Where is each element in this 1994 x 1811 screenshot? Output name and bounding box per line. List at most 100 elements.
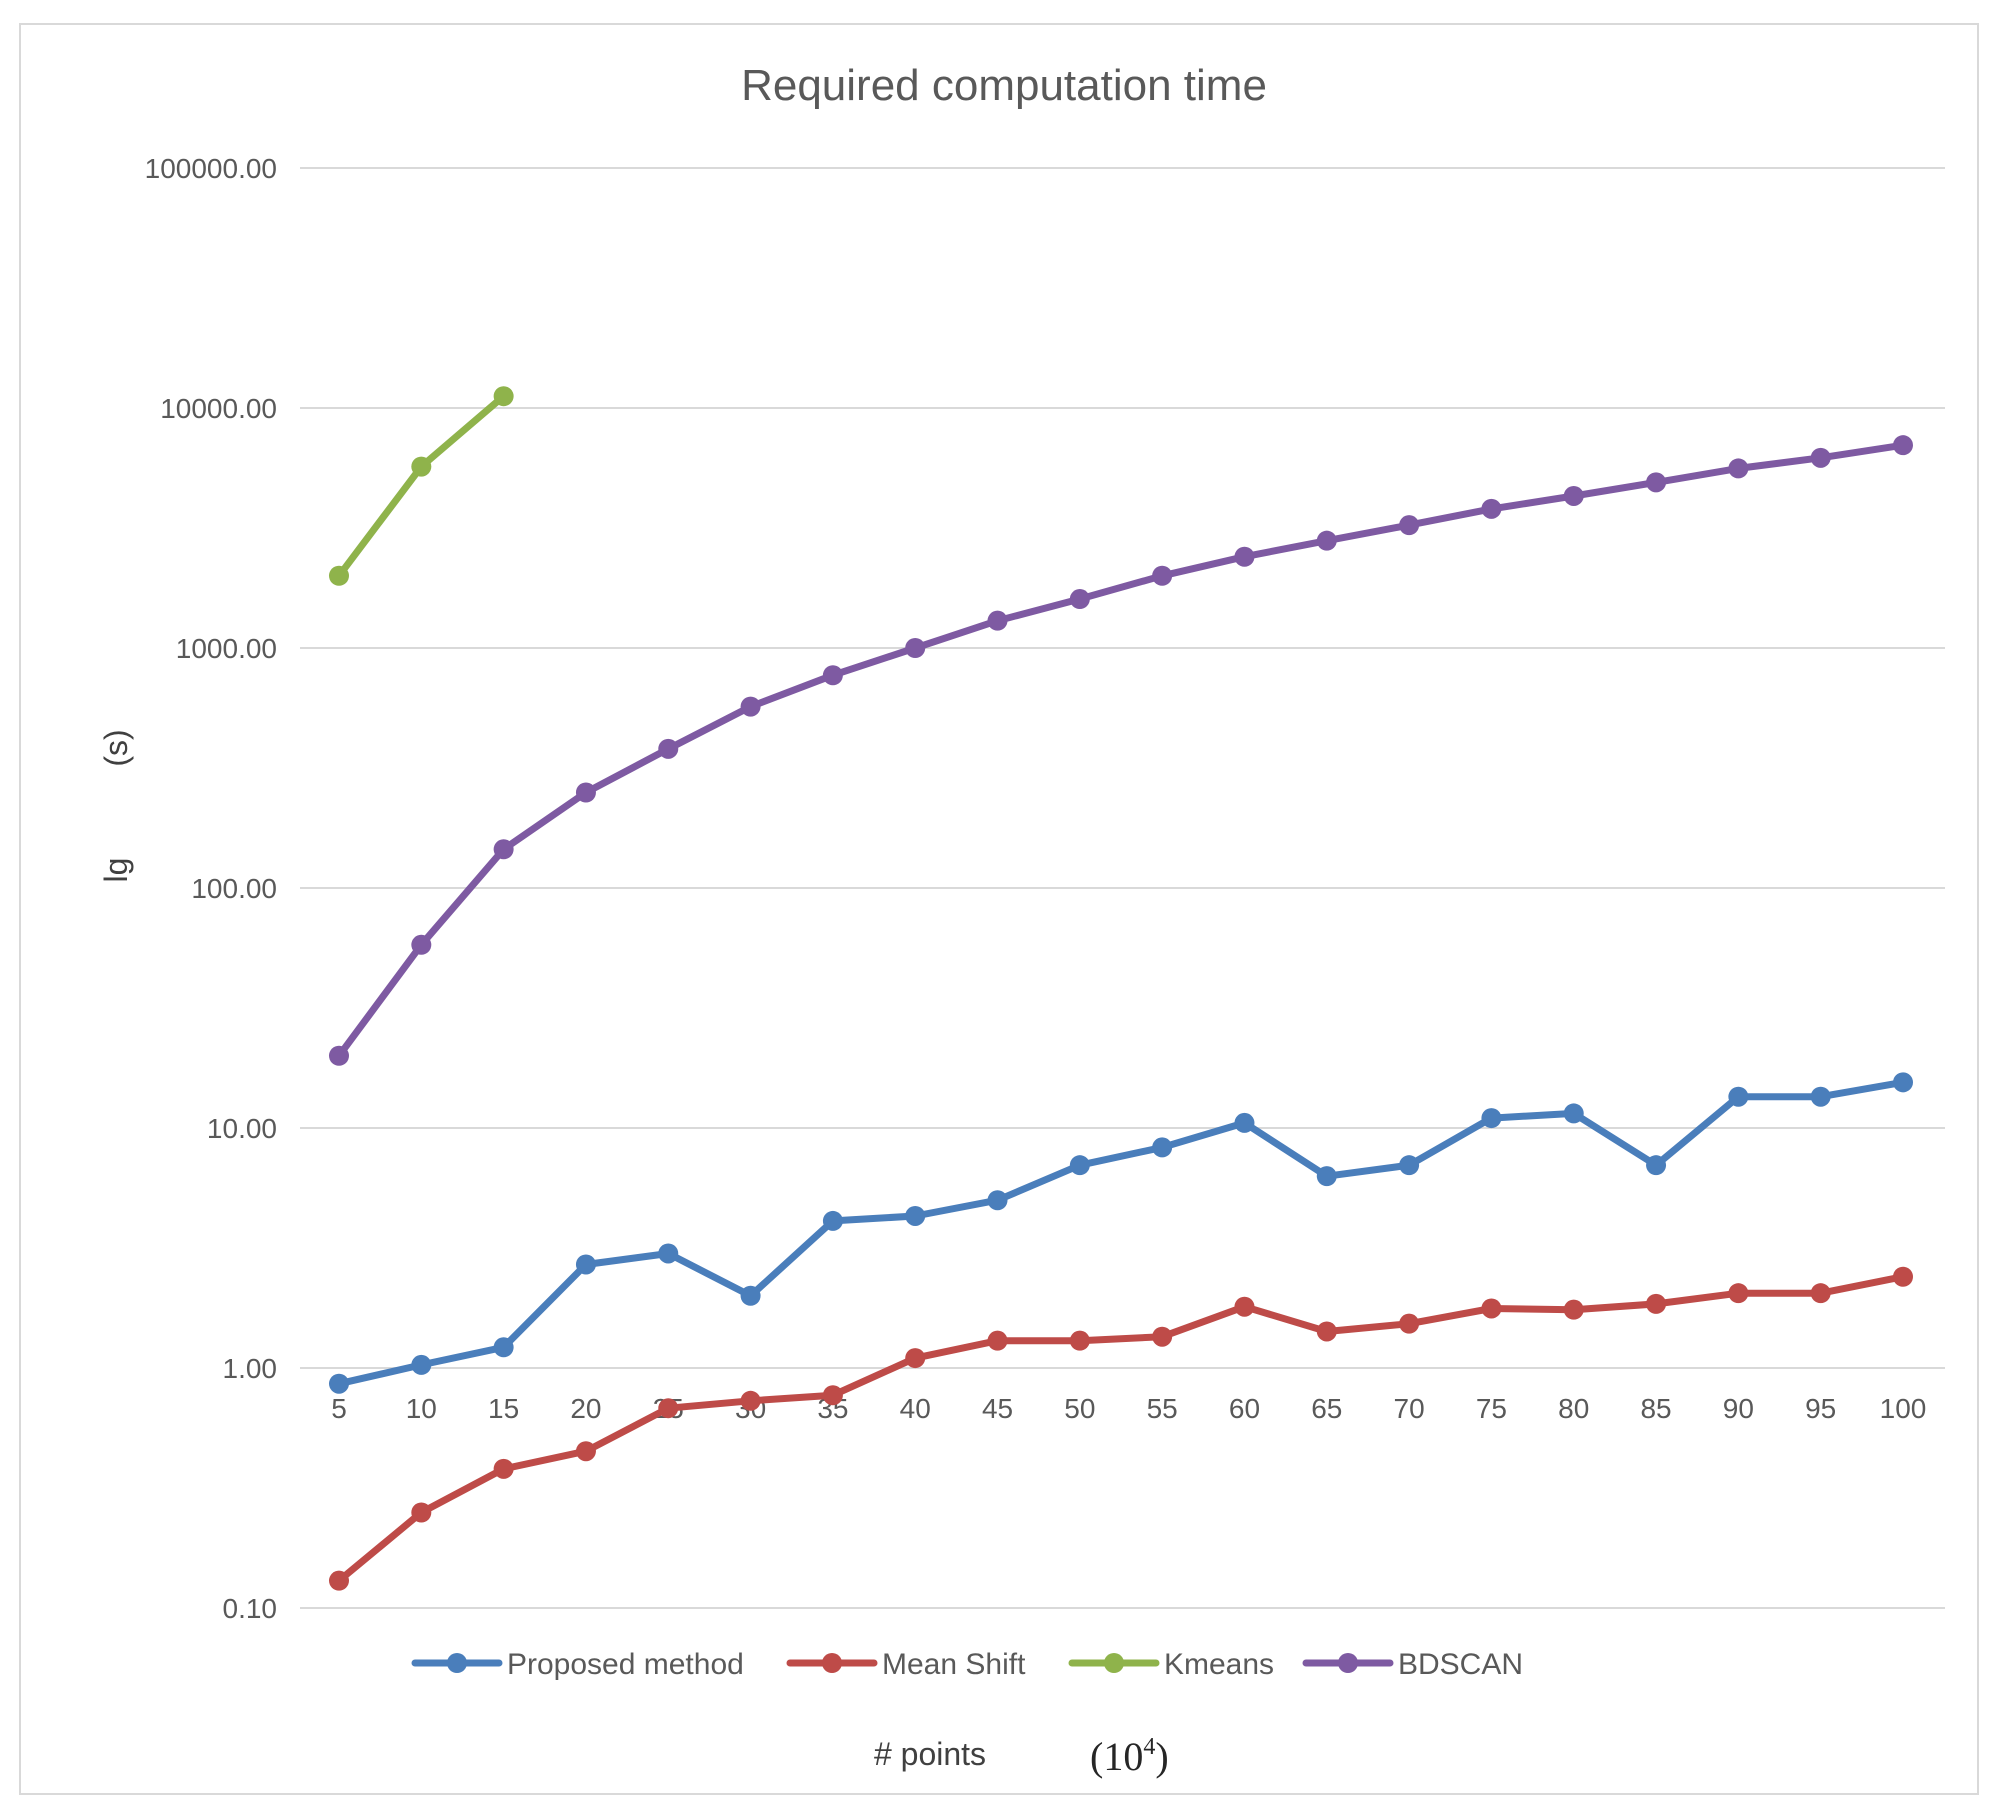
data-point bbox=[1728, 1086, 1749, 1107]
y-tick-label: 100.00 bbox=[191, 873, 277, 904]
data-point bbox=[1893, 1266, 1913, 1287]
data-point bbox=[575, 1441, 596, 1462]
data-point bbox=[493, 1337, 514, 1358]
legend-swatch-marker bbox=[447, 1653, 467, 1673]
data-point bbox=[1481, 1108, 1502, 1129]
data-point bbox=[329, 1045, 349, 1066]
data-point bbox=[1316, 1166, 1337, 1187]
data-point bbox=[329, 1373, 349, 1394]
y-axis-label-unit: (s) bbox=[98, 729, 134, 766]
data-point bbox=[1646, 472, 1667, 493]
data-point bbox=[658, 1398, 679, 1419]
data-point bbox=[1234, 1296, 1255, 1317]
series-proposed-method bbox=[329, 1072, 1913, 1394]
legend-label: Kmeans bbox=[1164, 1648, 1274, 1681]
data-point bbox=[987, 1190, 1008, 1211]
data-point bbox=[822, 665, 843, 686]
data-point bbox=[1316, 530, 1337, 551]
data-point bbox=[1481, 1298, 1502, 1319]
data-point bbox=[822, 1210, 843, 1231]
x-tick-label: 80 bbox=[1558, 1393, 1589, 1424]
data-point bbox=[411, 1502, 432, 1523]
series-kmeans bbox=[329, 386, 514, 586]
y-tick-label: 10.00 bbox=[207, 1113, 277, 1144]
data-point bbox=[905, 1205, 926, 1226]
data-point bbox=[905, 1348, 926, 1369]
data-point bbox=[493, 839, 514, 860]
data-point bbox=[1563, 1103, 1584, 1124]
data-point bbox=[905, 638, 926, 658]
series-line bbox=[335, 1078, 1907, 1388]
x-axis-unit-close: ) bbox=[1155, 1734, 1168, 1779]
x-tick-label: 100 bbox=[1880, 1393, 1927, 1424]
x-axis-unit-base: (10 bbox=[1090, 1734, 1143, 1779]
legend-item: Mean Shift bbox=[786, 1648, 1026, 1681]
series-mean-shift bbox=[329, 1266, 1913, 1591]
x-tick-label: 90 bbox=[1723, 1393, 1754, 1424]
data-point bbox=[987, 610, 1008, 631]
data-point bbox=[1810, 1283, 1831, 1304]
x-tick-label: 75 bbox=[1476, 1393, 1507, 1424]
y-tick-label: 1000.00 bbox=[176, 633, 277, 664]
x-tick-label: 50 bbox=[1064, 1393, 1095, 1424]
y-axis-label-prefix: lg bbox=[98, 858, 134, 883]
x-tick-label: 10 bbox=[406, 1393, 437, 1424]
data-point bbox=[411, 934, 432, 955]
data-point bbox=[1399, 515, 1420, 536]
data-point bbox=[1563, 485, 1584, 506]
gridlines bbox=[300, 167, 1945, 1609]
y-tick-labels: 0.10 1.00 10.00 100.00 1000.00 10000.00 100000… bbox=[145, 153, 277, 1624]
data-point bbox=[1069, 1330, 1090, 1351]
data-point bbox=[1728, 458, 1749, 479]
y-tick-label: 1.00 bbox=[223, 1353, 278, 1384]
data-point bbox=[1646, 1155, 1667, 1176]
legend-swatch-marker bbox=[822, 1653, 842, 1673]
chart-title: Required computation time bbox=[741, 61, 1267, 110]
x-tick-label: 20 bbox=[570, 1393, 601, 1424]
data-point bbox=[1152, 1326, 1173, 1347]
y-tick-label: 10000.00 bbox=[160, 393, 277, 424]
data-point bbox=[575, 1254, 596, 1275]
data-point bbox=[1893, 1072, 1913, 1093]
y-tick-label: 0.10 bbox=[223, 1593, 278, 1624]
data-point bbox=[1316, 1321, 1337, 1342]
legend: Proposed method Mean Shift Kmeans BDSCAN bbox=[411, 1648, 1523, 1681]
data-point bbox=[1234, 1112, 1255, 1133]
data-point bbox=[411, 1354, 432, 1375]
x-tick-label: 45 bbox=[982, 1393, 1013, 1424]
data-point bbox=[1234, 546, 1255, 567]
x-tick-label: 55 bbox=[1147, 1393, 1178, 1424]
data-point bbox=[658, 1243, 679, 1264]
data-series bbox=[329, 386, 1913, 1591]
data-point bbox=[822, 1385, 843, 1406]
x-tick-label: 70 bbox=[1394, 1393, 1425, 1424]
data-point bbox=[1728, 1283, 1749, 1304]
series-line bbox=[335, 441, 1907, 1060]
data-point bbox=[1563, 1299, 1584, 1320]
data-point bbox=[1152, 565, 1173, 586]
chart-frame bbox=[19, 23, 1979, 1795]
x-tick-label: 85 bbox=[1640, 1393, 1671, 1424]
x-tick-label: 60 bbox=[1229, 1393, 1260, 1424]
data-point bbox=[740, 1390, 761, 1411]
data-point bbox=[1069, 1155, 1090, 1176]
legend-label: Mean Shift bbox=[882, 1648, 1026, 1681]
data-point bbox=[1152, 1137, 1173, 1158]
y-tick-label: 100000.00 bbox=[145, 153, 277, 184]
data-point bbox=[1399, 1155, 1420, 1176]
x-tick-label: 40 bbox=[900, 1393, 931, 1424]
data-point bbox=[1646, 1293, 1667, 1314]
data-point bbox=[740, 1285, 761, 1306]
legend-swatch-marker bbox=[1338, 1653, 1358, 1673]
data-point bbox=[987, 1330, 1008, 1351]
data-point bbox=[493, 1458, 514, 1479]
x-tick-label: 15 bbox=[488, 1393, 519, 1424]
series-line bbox=[335, 1273, 1907, 1585]
legend-label: BDSCAN bbox=[1398, 1648, 1523, 1681]
x-axis-label: # points bbox=[874, 1736, 986, 1772]
data-point bbox=[1069, 589, 1090, 610]
legend-item: Proposed method bbox=[411, 1648, 744, 1681]
legend-swatch-marker bbox=[1104, 1653, 1124, 1673]
data-point bbox=[1481, 498, 1502, 519]
